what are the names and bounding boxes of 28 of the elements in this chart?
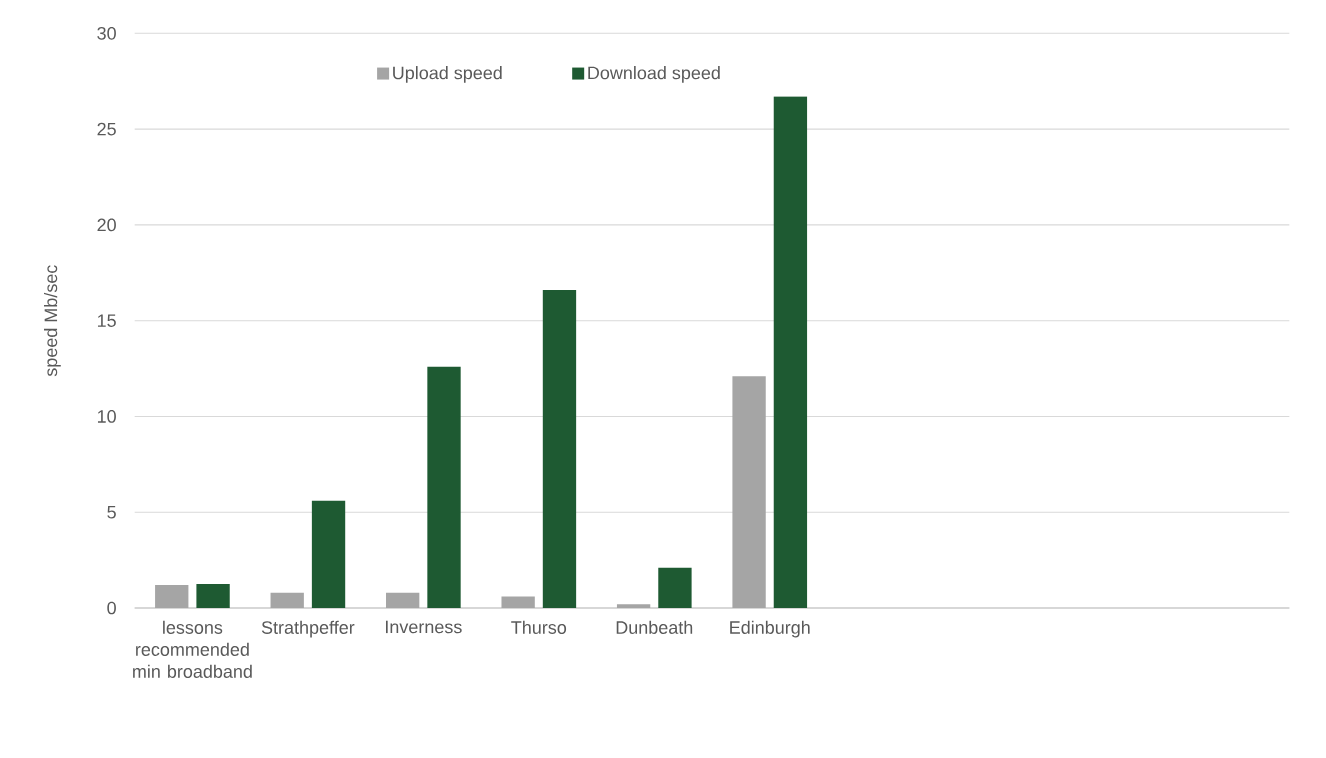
legend-label: Download speed: [588, 66, 720, 83]
y-tick-label: 15: [97, 314, 116, 327]
bar: [658, 567, 692, 608]
y-tick-label: 5: [107, 505, 116, 519]
y-tick-label: 25: [97, 122, 116, 136]
x-tick-label: Dunbeath: [616, 620, 693, 634]
y-tick-label: 30: [97, 26, 116, 40]
bar: [386, 592, 420, 608]
y-tick-label: 10: [97, 410, 116, 423]
bar: [311, 500, 346, 608]
y-tick-label: 20: [97, 218, 116, 232]
y-axis-title: speed Mb/sec: [44, 265, 61, 377]
bar: [501, 596, 535, 608]
bar: [732, 376, 766, 608]
y-tick-label: 0: [107, 601, 116, 615]
bar: [196, 584, 230, 608]
x-tick-label: Thurso: [511, 620, 567, 634]
bar: [773, 96, 808, 608]
legend-label: Upload speed: [393, 66, 502, 83]
x-tick-label: lessons recommended min broadband: [133, 620, 252, 678]
bar: [270, 592, 304, 608]
bar: [616, 604, 651, 608]
bar: [542, 290, 577, 608]
bar: [155, 585, 189, 608]
bar: [427, 366, 461, 608]
x-tick-label: Inverness: [385, 620, 462, 634]
x-tick-label: Edinburgh: [730, 620, 810, 638]
x-tick-label: Strathpeffer: [261, 620, 355, 638]
